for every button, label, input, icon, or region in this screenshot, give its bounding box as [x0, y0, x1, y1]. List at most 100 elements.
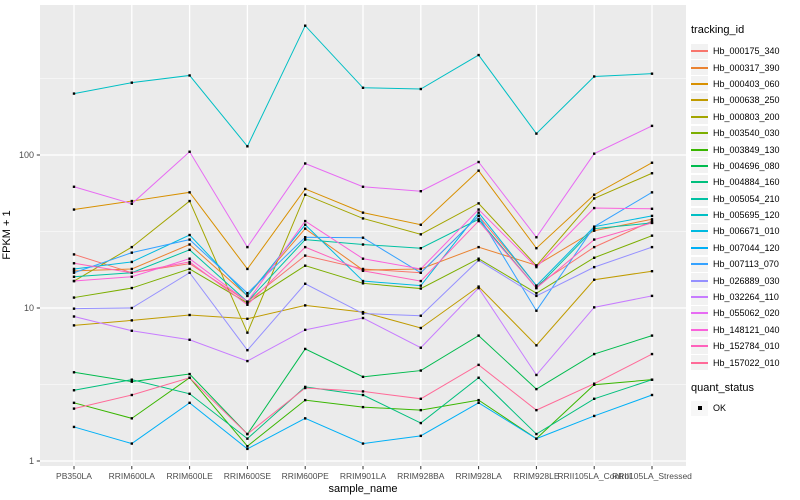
- data-point: [361, 211, 365, 214]
- data-point: [246, 317, 249, 320]
- data-point: [188, 401, 191, 405]
- legend-key: [691, 322, 708, 338]
- data-point: [361, 185, 365, 188]
- data-point: [361, 375, 365, 379]
- data-point: [593, 206, 596, 210]
- legend-key: [691, 109, 708, 125]
- data-point: [188, 376, 191, 379]
- data-point: [304, 162, 307, 165]
- data-point: [72, 315, 76, 318]
- data-point: [130, 260, 133, 264]
- data-point: [477, 285, 480, 288]
- data-point: [246, 432, 249, 436]
- quant-status-key: [691, 400, 708, 416]
- data-point: [361, 393, 365, 397]
- data-point: [72, 407, 76, 410]
- legend-key: [691, 125, 708, 141]
- legend-key: [691, 240, 708, 256]
- legend-item: Hb_148121_040: [691, 322, 799, 338]
- data-point: [130, 306, 133, 310]
- legend-item: Hb_003849_130: [691, 141, 799, 158]
- data-point: [419, 346, 422, 349]
- data-point: [246, 145, 249, 148]
- quant-status-label: OK: [713, 403, 727, 413]
- legend: tracking_id Hb_000175_340 Hb_000317_390 Hb…: [691, 24, 799, 416]
- data-point: [72, 271, 76, 274]
- data-point: [419, 326, 422, 330]
- data-point: [304, 417, 307, 420]
- data-point: [72, 269, 76, 273]
- data-point: [304, 282, 307, 285]
- legend-label: Hb_004884_160: [713, 177, 780, 188]
- data-point: [246, 359, 249, 363]
- data-point: [361, 310, 365, 314]
- legend-item: Hb_032264_110: [691, 289, 799, 305]
- data-point: [246, 348, 249, 352]
- legend-title: tracking_id: [691, 24, 745, 36]
- data-point: [419, 267, 422, 271]
- data-point: [361, 269, 365, 273]
- data-point: [361, 442, 365, 445]
- data-point: [477, 169, 480, 172]
- data-point: [419, 408, 422, 412]
- x-tick-label: RRII105LA_Control: [557, 471, 631, 481]
- x-tick-label: RRIM600LE: [166, 471, 213, 481]
- data-point: [593, 152, 596, 155]
- data-point: [477, 401, 480, 405]
- legend-line-swatch-icon: [691, 148, 708, 151]
- data-point: [361, 217, 365, 220]
- legend-key: [691, 355, 708, 371]
- legend-key: [691, 43, 708, 59]
- data-point: [593, 225, 596, 228]
- data-point: [650, 72, 654, 75]
- y-tick-label: 100: [19, 150, 34, 160]
- data-point: [419, 421, 422, 425]
- legend-item: Hb_005054_210: [691, 191, 799, 207]
- legend-label: Hb_004696_080: [713, 160, 780, 171]
- legend-key: [691, 223, 708, 239]
- data-point: [593, 382, 596, 385]
- data-point: [593, 227, 596, 230]
- data-point: [188, 199, 191, 203]
- data-point: [477, 202, 480, 205]
- x-tick-label: RRIM928LA: [455, 471, 502, 481]
- data-point: [72, 253, 76, 256]
- data-point: [361, 86, 365, 89]
- data-point: [188, 150, 191, 153]
- legend-label: Hb_000403_060: [713, 78, 780, 89]
- data-point: [188, 238, 191, 241]
- data-point: [188, 262, 191, 265]
- data-point: [477, 211, 480, 214]
- data-point: [188, 248, 191, 252]
- data-point: [535, 437, 538, 440]
- legend-label: Hb_006671_010: [713, 226, 780, 237]
- data-point: [477, 208, 480, 211]
- data-point: [130, 202, 133, 205]
- quant-status-block: quant_status OK: [691, 382, 799, 416]
- data-point: [72, 262, 76, 265]
- data-point: [130, 267, 133, 271]
- data-point: [593, 256, 596, 259]
- legend-line-swatch-icon: [691, 279, 708, 282]
- legend-key: [691, 273, 708, 289]
- data-point: [188, 243, 191, 246]
- legend-key: [691, 174, 708, 190]
- data-point: [419, 87, 422, 91]
- data-point: [246, 303, 249, 306]
- data-point: [304, 223, 307, 226]
- data-point: [419, 284, 422, 287]
- legend-item: Hb_157022_010: [691, 354, 799, 371]
- data-point: [361, 243, 365, 246]
- legend-label: Hb_005695_120: [713, 210, 780, 221]
- data-point: [477, 376, 480, 379]
- data-point: [72, 267, 76, 271]
- data-point: [130, 199, 133, 203]
- data-point: [650, 378, 654, 381]
- legend-item: Hb_007113_070: [691, 256, 799, 272]
- data-point: [650, 219, 654, 223]
- legend-line-swatch-icon: [691, 50, 708, 53]
- data-point: [650, 191, 654, 194]
- legend-line-swatch-icon: [691, 164, 708, 167]
- data-point: [477, 218, 480, 221]
